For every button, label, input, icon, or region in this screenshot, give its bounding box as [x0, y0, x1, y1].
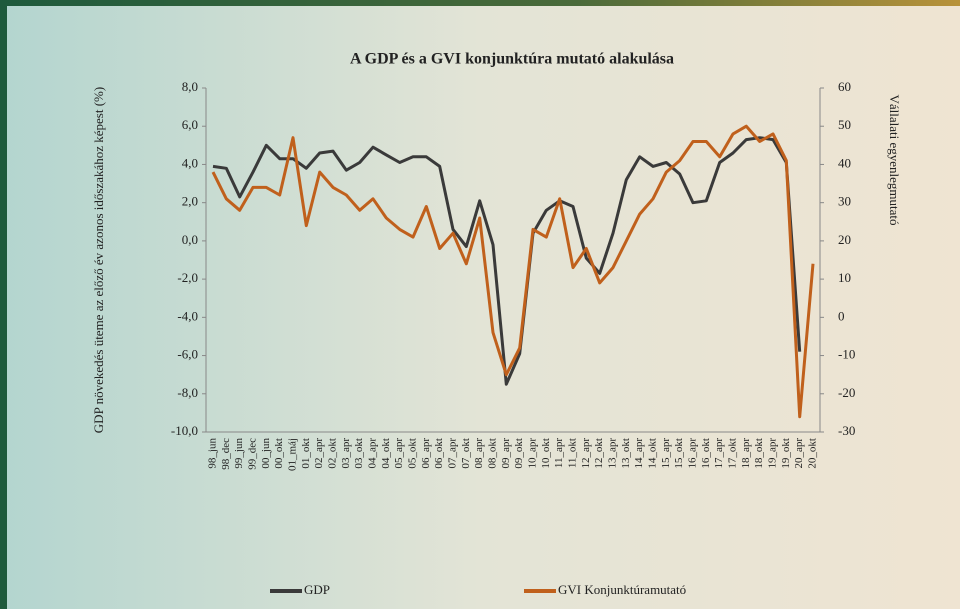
- x-tick-label: 16_okt: [700, 438, 712, 469]
- x-tick-label: 16_apr: [687, 438, 699, 469]
- x-tick-label: 02_okt: [327, 438, 339, 469]
- y2-tick-label: 30: [838, 194, 851, 209]
- x-tick-label: 17_apr: [713, 438, 725, 469]
- x-tick-label: 08_apr: [473, 438, 485, 469]
- y-tick-label: -10,0: [171, 423, 198, 438]
- x-tick-label: 05_okt: [407, 438, 419, 469]
- left-border: [0, 0, 7, 609]
- x-tick-label: 03_okt: [353, 438, 365, 469]
- x-tick-label: 98_jun: [207, 438, 219, 469]
- y2-tick-label: -20: [838, 385, 855, 400]
- x-tick-label: 19_okt: [780, 438, 792, 469]
- x-tick-label: 10_apr: [527, 438, 539, 469]
- y-tick-label: 8,0: [182, 79, 198, 94]
- x-tick-label: 20_okt: [807, 438, 819, 469]
- x-tick-label: 15_apr: [660, 438, 672, 469]
- x-tick-label: 07_apr: [447, 438, 459, 469]
- series-line: [212, 136, 802, 386]
- x-tick-label: 18_okt: [753, 438, 765, 469]
- legend-label: GDP: [304, 582, 330, 597]
- y2-tick-label: 20: [838, 232, 851, 247]
- y-tick-label: 0,0: [182, 232, 198, 247]
- x-tick-label: 04_okt: [380, 438, 392, 469]
- y2-tick-label: -10: [838, 347, 855, 362]
- y2-tick-label: 60: [838, 79, 851, 94]
- x-tick-label: 12_okt: [593, 438, 605, 469]
- x-tick-label: 10_okt: [540, 438, 552, 469]
- y2-tick-label: 10: [838, 270, 851, 285]
- x-tick-label: 06_okt: [433, 438, 445, 469]
- x-tick-label: 20_apr: [793, 438, 805, 469]
- x-tick-label: 13_okt: [620, 438, 632, 469]
- x-tick-label: 04_apr: [367, 438, 379, 469]
- x-tick-label: 09_okt: [513, 438, 525, 469]
- x-tick-label: 00_okt: [273, 438, 285, 469]
- y-tick-label: -6,0: [177, 347, 198, 362]
- x-tick-label: 18_apr: [740, 438, 752, 469]
- y2-tick-label: 40: [838, 155, 851, 170]
- x-tick-label: 00_jun: [260, 438, 272, 469]
- y2-tick-label: 50: [838, 117, 851, 132]
- x-tick-label: 17_okt: [727, 438, 739, 469]
- chart-title: A GDP és a GVI konjunktúra mutató alakul…: [350, 51, 674, 68]
- x-tick-label: 03_apr: [340, 438, 352, 469]
- x-tick-label: 07_okt: [460, 438, 472, 469]
- x-tick-label: 14_okt: [647, 438, 659, 469]
- x-tick-label: 11_okt: [567, 438, 579, 468]
- y2-tick-label: -30: [838, 423, 855, 438]
- x-tick-label: 14_apr: [633, 438, 645, 469]
- y-tick-label: -2,0: [177, 270, 198, 285]
- x-tick-label: 02_apr: [313, 438, 325, 469]
- y2-tick-label: 0: [838, 308, 845, 323]
- x-tick-label: 13_apr: [607, 438, 619, 469]
- y2-axis-label: Vállalati egyenlegmutató: [887, 94, 902, 225]
- x-tick-label: 12_apr: [580, 438, 592, 469]
- top-border: [0, 0, 960, 6]
- y-axis-label: GDP növekedés üteme az előző év azonos i…: [91, 87, 106, 433]
- x-tick-label: 19_apr: [767, 438, 779, 469]
- x-tick-label: 99_dec: [247, 438, 259, 470]
- x-tick-label: 06_apr: [420, 438, 432, 469]
- y-tick-label: -8,0: [177, 385, 198, 400]
- y-tick-label: 6,0: [182, 117, 198, 132]
- x-tick-label: 01_máj: [287, 438, 299, 471]
- x-tick-label: 99_jun: [233, 438, 245, 469]
- y-tick-label: -4,0: [177, 308, 198, 323]
- y-tick-label: 2,0: [182, 194, 198, 209]
- series-line: [211, 124, 815, 419]
- x-tick-label: 08_okt: [487, 438, 499, 469]
- x-tick-label: 09_apr: [500, 438, 512, 469]
- x-tick-label: 15_okt: [673, 438, 685, 469]
- x-tick-label: 98_dec: [220, 438, 232, 470]
- x-tick-label: 05_apr: [393, 438, 405, 469]
- x-tick-label: 11_apr: [553, 438, 565, 468]
- x-tick-label: 01_okt: [300, 438, 312, 469]
- y-tick-label: 4,0: [182, 155, 198, 170]
- legend-label: GVI Konjunktúramutató: [558, 582, 686, 597]
